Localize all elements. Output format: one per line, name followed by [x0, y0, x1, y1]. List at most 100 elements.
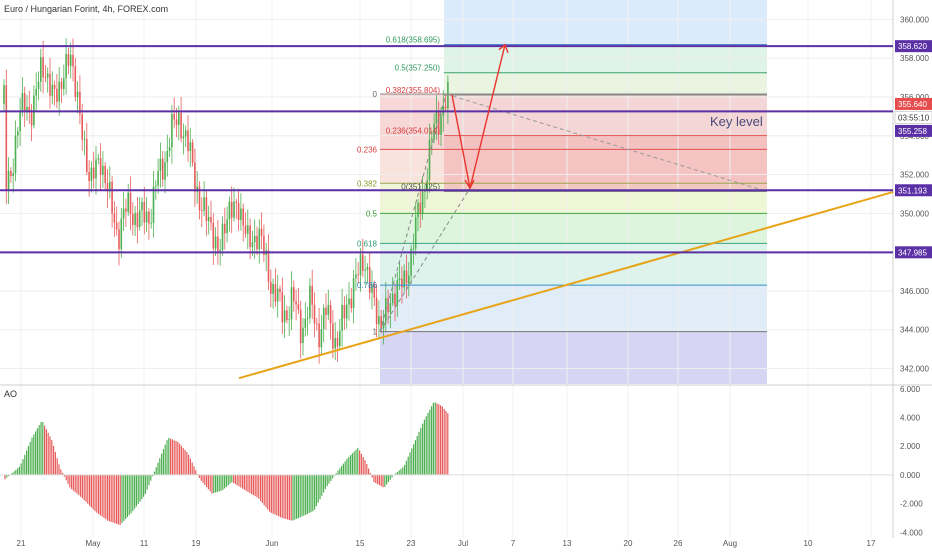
time-tick-label: 26 [674, 539, 683, 548]
fib-ext-zone [444, 95, 767, 136]
candle-body [134, 212, 136, 225]
ao-bar [252, 474, 254, 496]
ao-bar [170, 438, 172, 475]
candle-body [375, 297, 378, 325]
candle-body [309, 285, 311, 318]
ao-bar [346, 458, 348, 475]
fib-connector [379, 93, 447, 332]
drawing-lines[interactable] [0, 43, 894, 380]
candle-body [230, 201, 233, 218]
price-badge-r1 [895, 40, 932, 53]
ao-bar [60, 469, 62, 475]
ao-bar [310, 474, 312, 513]
ao-bar [378, 474, 380, 486]
candle-body [295, 301, 297, 305]
ao-bar [62, 472, 64, 475]
candle-body [228, 201, 231, 220]
ao-bar [391, 474, 393, 478]
ao-bar [40, 422, 42, 475]
candle-body [219, 249, 221, 252]
candle-body [359, 254, 362, 276]
candle-body [46, 73, 49, 78]
ao-bar [411, 448, 413, 475]
fib-ext-zone [444, 44, 767, 73]
key-level-annotation: Key level [710, 114, 763, 129]
candle-body [345, 304, 348, 319]
candle-body [253, 235, 256, 243]
ao-bar [362, 456, 364, 475]
ao-bar [283, 474, 285, 519]
ao-bar [288, 474, 290, 521]
ao-bar [422, 423, 424, 475]
ao-bar [224, 474, 226, 489]
candle-body [189, 142, 192, 152]
ao-tick-label: 2.000 [900, 442, 921, 451]
fib-level-label: 0 [373, 90, 378, 99]
candle-body [79, 91, 81, 115]
ao-bar [204, 474, 206, 485]
ao-bar [342, 463, 344, 475]
ao-bar [306, 474, 308, 514]
ao-bar [112, 474, 114, 523]
ao-bar [85, 474, 87, 502]
ao-bar [440, 405, 442, 475]
ao-bar [137, 474, 139, 504]
price-badge-r3 [895, 184, 932, 197]
ao-bar [191, 462, 193, 475]
ao-bar [168, 437, 170, 475]
ao-bar [121, 474, 123, 523]
candle-body [145, 211, 148, 223]
ao-bar [287, 474, 289, 520]
candle-body [440, 115, 442, 135]
ao-bar [171, 439, 173, 475]
ao-bar [78, 474, 80, 496]
ao-bar [179, 443, 181, 475]
candle-body [398, 278, 401, 280]
ao-tick-label: 0.000 [900, 471, 921, 480]
candle-body [122, 208, 125, 219]
candle-body [304, 318, 307, 328]
candle-body [37, 81, 40, 89]
ao-bar [72, 474, 74, 491]
ao-bar [42, 422, 44, 475]
ao-bar [211, 474, 213, 494]
candle-body [148, 211, 150, 224]
ao-bar [182, 447, 184, 475]
price-badge-label: 358.620 [898, 42, 927, 51]
fib-level-label: 0.5 [366, 209, 378, 218]
ao-bar [328, 474, 330, 484]
candle-body [102, 165, 104, 175]
ao-bar [409, 452, 411, 475]
candle-body [403, 270, 405, 288]
ao-bar [292, 474, 294, 521]
ao-bar [270, 474, 272, 513]
candle-body [214, 236, 217, 249]
ao-bar [404, 464, 406, 475]
candle-body [380, 316, 382, 329]
ao-bar [420, 427, 422, 475]
candle-body [288, 319, 290, 321]
ao-bar [99, 474, 101, 516]
ao-bar [240, 474, 242, 488]
candle-body [313, 304, 316, 324]
candle-body [95, 159, 97, 179]
trendline [238, 191, 894, 380]
ao-bar [260, 474, 262, 501]
ao-bar [24, 454, 26, 475]
fib-labels: 0 0.236 0.382 0.5 0.618 0.786 1 0.618(358.695) 0… [357, 36, 440, 337]
candle-body [350, 298, 353, 309]
ao-bar [222, 474, 224, 490]
candle-body [421, 191, 424, 214]
ao-bar [195, 470, 197, 475]
ao-bar [135, 474, 137, 507]
ao-bar [207, 474, 209, 490]
candle-body [53, 84, 56, 89]
ao-bar [382, 474, 384, 488]
ao-bar [368, 468, 370, 475]
ao-bar [296, 474, 298, 519]
candle-body [17, 131, 19, 136]
candle-body [120, 218, 123, 250]
fib-ext-label: 0.236(354.014) [386, 127, 441, 136]
ao-bar [436, 403, 438, 475]
